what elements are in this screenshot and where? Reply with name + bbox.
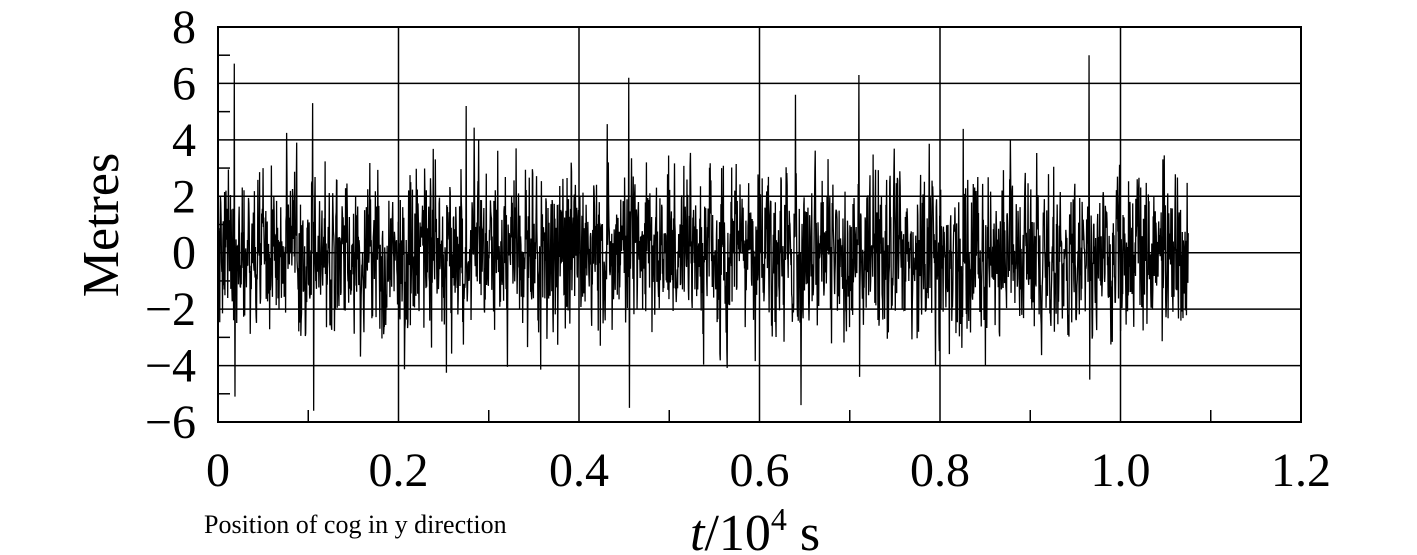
y-tick-label: 2 <box>172 170 196 223</box>
x-tick-label: 1.0 <box>1091 444 1151 497</box>
y-tick-label: −6 <box>145 396 196 449</box>
series-line <box>217 55 1189 411</box>
x-tick-label: 0.2 <box>369 444 429 497</box>
x-tick-label: 0.6 <box>730 444 790 497</box>
x-tick-label: 0.8 <box>910 444 970 497</box>
y-tick-label: −4 <box>145 340 196 393</box>
x-tick-labels: 0 0.2 0.4 0.6 0.8 1.0 1.2 <box>206 444 1331 497</box>
x-tick-label: 0 <box>206 444 230 497</box>
tick-marks <box>218 54 1212 422</box>
x-tick-label: 1.2 <box>1271 444 1331 497</box>
chart-caption: Position of cog in y direction <box>204 510 507 539</box>
x-axis-title-variable: t <box>690 505 706 555</box>
y-tick-label: −2 <box>145 283 196 336</box>
y-axis-title: Metres <box>73 153 130 297</box>
y-tick-label: 8 <box>172 1 196 54</box>
y-tick-label: 6 <box>172 57 196 110</box>
x-axis-title-base: /10 <box>704 505 770 555</box>
x-axis-title-unit: s <box>787 505 820 555</box>
x-axis-title: t/104 s <box>690 501 820 555</box>
y-tick-label: 4 <box>172 114 196 167</box>
x-tick-label: 0.4 <box>549 444 609 497</box>
data-series <box>217 55 1189 411</box>
y-tick-label: 0 <box>172 227 196 280</box>
x-axis-title-exponent: 4 <box>771 501 787 537</box>
